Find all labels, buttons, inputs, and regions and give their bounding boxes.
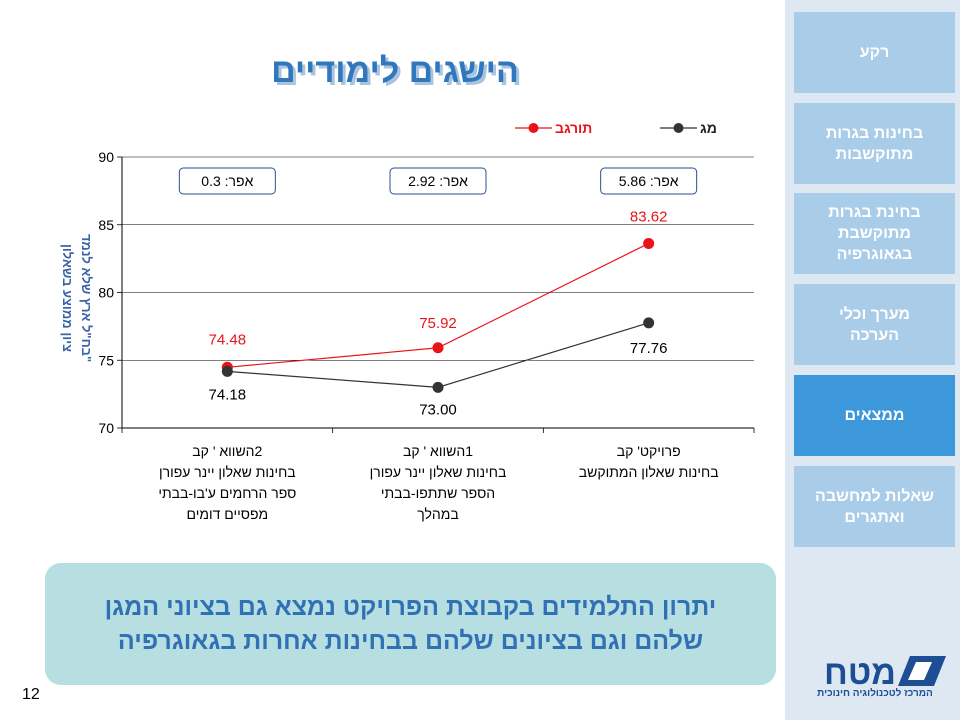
y-axis-label: "בח"ל ארץ שלא לנמד	[79, 234, 94, 362]
x-category-label: מפסיים דומים	[187, 506, 269, 522]
logo-mark: מטח	[824, 654, 946, 692]
x-category-label: פרויקט' קב	[617, 443, 681, 459]
data-label: 77.76	[630, 340, 668, 357]
x-category-label: בחינות שאלון יינר עפורן	[370, 464, 507, 480]
logo-subtitle: המרכז לטכנולוגיה חינוכית	[817, 688, 933, 699]
data-point	[432, 342, 444, 354]
nav-item-label: רקע	[859, 44, 890, 61]
nav-item-computerized-exams[interactable]: בחינות בגרות מתוקשבות	[794, 103, 955, 184]
legend-marker	[528, 123, 539, 133]
y-axis-label: ציון ממוצע בשאלון	[60, 244, 75, 352]
effect-size-label: 2.92 :אפר	[408, 173, 468, 189]
chart-title-shadow: הישגים לימודיים	[274, 55, 522, 93]
nav-item-label: הערכה	[849, 326, 900, 344]
x-category-label: הספר שתתפו-בבתי	[381, 485, 495, 501]
x-category-label: במהלך	[417, 506, 458, 522]
data-label: 73.00	[419, 401, 457, 418]
callout-line-2: שלהם וגם בציונים שלהם בבחינות אחרות בגאו…	[117, 627, 704, 655]
y-tick-label: 90	[98, 149, 114, 165]
x-category-label: ספר הרחמים ע'בו-בבתי	[158, 485, 296, 501]
data-point	[221, 365, 233, 377]
y-tick-label: 70	[98, 420, 114, 436]
nav-item-geography-exam[interactable]: בחינת בגרות מתוקשבת בגאוגרפיה	[794, 193, 955, 274]
legend-marker	[673, 123, 684, 133]
series-line	[227, 322, 649, 388]
data-label: 83.62	[630, 208, 668, 225]
effect-size-box	[389, 167, 487, 195]
nav-item-label: בחינות בגרות	[825, 124, 924, 142]
nav-item-label: בגאוגרפיה	[836, 246, 913, 263]
data-point	[643, 317, 655, 329]
nav-item-label: שאלות למחשבה	[815, 487, 934, 505]
x-category-label: בחינות שאלון יינר עפורן	[159, 464, 296, 480]
effect-size-label: 0.3 :אפר	[201, 173, 253, 189]
data-label: 74.48	[209, 331, 247, 348]
nav-item-label: מערך וכלי	[838, 305, 911, 323]
x-category-label: בחינות שאלון המתוקשב	[579, 464, 719, 480]
nav-item-assessment-tools[interactable]: מערך וכלי הערכה	[794, 284, 955, 365]
effect-size-box	[600, 167, 698, 195]
mateh-logo: מטח המרכז לטכנולוגיה חינוכית	[800, 652, 950, 707]
nav-item-questions-challenges[interactable]: שאלות למחשבה ואתגרים	[794, 466, 955, 547]
x-category-label: 1השווא ' קב	[403, 443, 473, 459]
x-category-label: 2השווא ' קב	[192, 443, 262, 459]
nav-item-label: ממצאים	[844, 407, 905, 424]
legend-label: מג	[700, 120, 717, 136]
nav-item-findings[interactable]: ממצאים	[794, 375, 955, 456]
y-tick-label: 85	[98, 217, 114, 233]
callout-line-1: יתרון התלמידים בקבוצת הפרויקט נמצא גם בצ…	[104, 593, 717, 621]
y-tick-label: 80	[98, 285, 114, 301]
data-point	[643, 237, 655, 249]
nav-item-label: מתוקשבות	[835, 145, 914, 163]
nav-item-label: ואתגרים	[844, 508, 905, 526]
effect-size-box	[178, 167, 276, 195]
y-tick-label: 75	[98, 352, 114, 368]
effect-size-label: 5.86 :אפר	[619, 173, 679, 189]
logo-word: מטח	[824, 654, 896, 692]
nav-item-label: מתוקשבת	[838, 225, 911, 242]
conclusion-callout: יתרון התלמידים בקבוצת הפרויקט נמצא גם בצ…	[45, 563, 776, 685]
page-number: 12	[22, 686, 40, 703]
chart-title: הישגים לימודיים	[271, 52, 519, 90]
nav-item-label: בחינת בגרות	[828, 204, 921, 221]
data-label: 74.18	[209, 386, 247, 403]
data-point	[432, 381, 444, 393]
nav-item-background[interactable]: רקע	[794, 12, 955, 93]
legend-label: תורגב	[555, 120, 592, 136]
data-label: 75.92	[419, 315, 457, 332]
